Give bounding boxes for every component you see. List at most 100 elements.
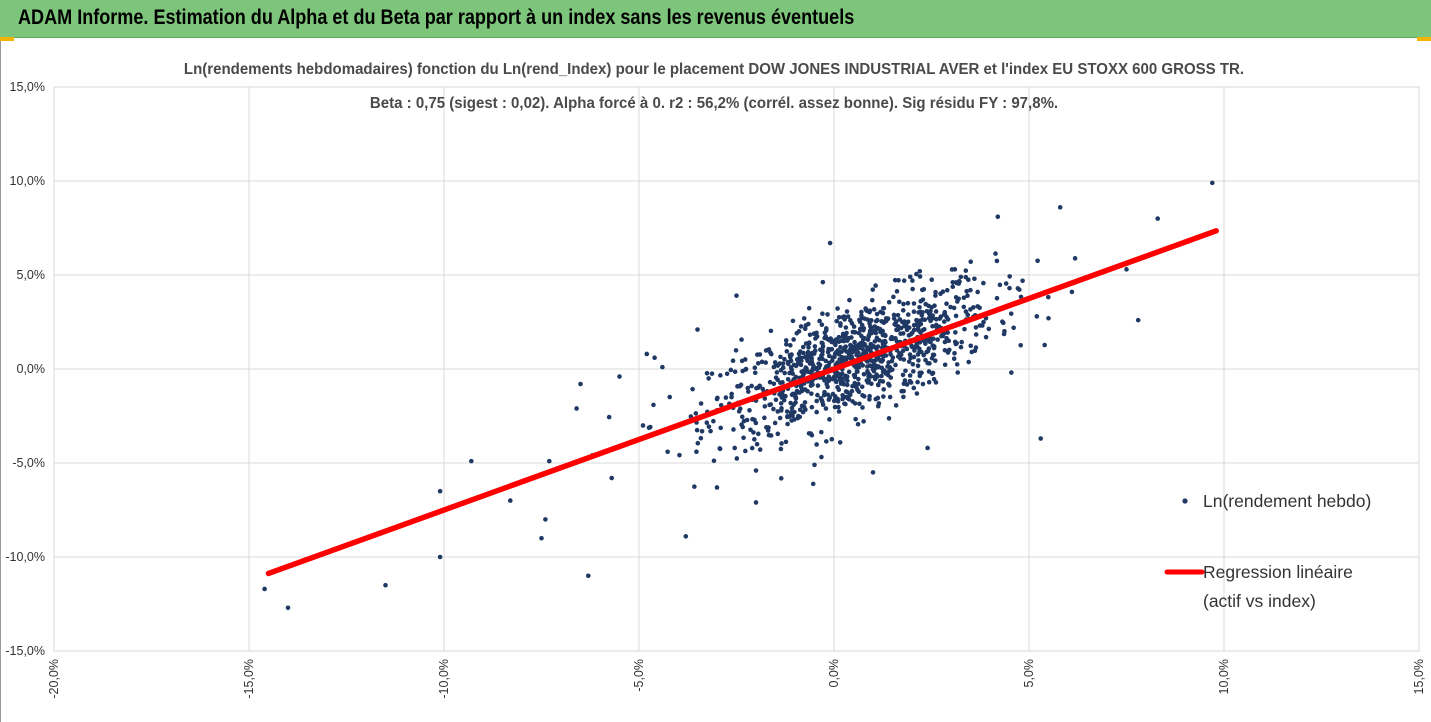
data-point: [791, 402, 797, 408]
data-point: [683, 534, 689, 539]
data-point: [963, 274, 969, 280]
data-point: [955, 299, 960, 304]
data-point: [874, 363, 879, 369]
data-point: [926, 315, 932, 321]
data-point: [819, 429, 824, 435]
data-point: [784, 349, 790, 354]
data-point: [843, 389, 849, 394]
data-point: [835, 384, 840, 390]
data-point: [788, 343, 793, 348]
data-point: [942, 339, 948, 345]
data-point: [768, 328, 774, 334]
data-point: [789, 392, 795, 398]
data-point: [941, 319, 947, 324]
data-point: [870, 287, 876, 292]
data-point: [757, 352, 763, 357]
data-point: [986, 326, 992, 332]
report-title: ADAM Informe. Estimation du Alpha et du …: [18, 6, 855, 29]
data-point: [925, 445, 930, 451]
data-point: [973, 325, 979, 330]
data-point: [948, 304, 953, 310]
data-point: [830, 391, 836, 397]
data-point: [763, 348, 769, 353]
data-point: [778, 354, 783, 360]
data-point: [785, 421, 790, 427]
data-point: [882, 332, 888, 338]
data-point: [762, 396, 768, 401]
data-point: [771, 364, 777, 370]
data-point: [904, 382, 910, 387]
data-point: [925, 348, 931, 354]
data-point: [854, 369, 860, 374]
data-point: [844, 394, 850, 400]
data-point: [865, 345, 870, 350]
chart-title: Ln(rendements hebdomadaires) fonction du…: [184, 61, 1244, 79]
data-point: [762, 415, 767, 421]
data-point: [924, 308, 930, 314]
data-point: [844, 382, 850, 388]
data-point: [969, 349, 975, 355]
data-point: [819, 322, 825, 328]
data-point: [718, 402, 724, 408]
plot-border: [53, 86, 1420, 652]
data-point: [926, 303, 932, 309]
data-point: [652, 355, 657, 361]
data-point: [793, 374, 799, 380]
data-point: [865, 364, 870, 369]
data-point: [1020, 278, 1025, 284]
data-point: [872, 339, 878, 344]
data-point: [876, 382, 881, 387]
data-point: [757, 383, 762, 389]
data-point: [915, 363, 921, 369]
data-point: [755, 360, 761, 366]
data-point: [778, 446, 784, 452]
data-point: [751, 430, 756, 435]
data-point: [743, 448, 748, 454]
legend: Ln(rendement hebdo) Regression linéaire …: [1164, 491, 1371, 611]
data-point: [855, 421, 861, 427]
data-point: [907, 352, 913, 357]
data-point: [783, 338, 789, 343]
data-point: [1057, 205, 1063, 210]
data-point: [915, 322, 920, 328]
data-point: [911, 309, 917, 314]
data-point: [855, 365, 861, 370]
data-point: [845, 338, 850, 343]
data-point: [859, 384, 865, 390]
data-point: [917, 346, 922, 351]
data-point: [733, 348, 739, 353]
data-point: [926, 379, 932, 385]
data-point: [777, 361, 783, 366]
data-point: [966, 359, 972, 365]
corner-marker-left: [0, 37, 14, 41]
data-point: [859, 322, 865, 328]
data-point: [916, 358, 921, 363]
data-point: [823, 376, 828, 382]
data-point: [796, 351, 802, 357]
data-point: [930, 370, 936, 376]
data-point: [753, 420, 759, 426]
data-point: [921, 287, 927, 292]
data-point: [915, 379, 920, 385]
data-point: [813, 366, 819, 372]
data-point: [815, 392, 820, 398]
data-point: [437, 554, 443, 560]
data-point: [857, 401, 862, 407]
data-point: [778, 476, 784, 481]
data-point: [1038, 436, 1043, 441]
data-point: [690, 386, 695, 392]
data-point: [920, 327, 926, 333]
data-point: [961, 304, 967, 310]
data-point: [930, 352, 936, 358]
y-tick-label: 15,0%: [10, 80, 45, 94]
data-point: [863, 307, 869, 313]
data-point: [617, 374, 622, 379]
data-point: [794, 330, 800, 336]
data-point: [775, 431, 781, 437]
data-point: [983, 334, 989, 340]
data-point: [790, 371, 796, 376]
data-point: [883, 353, 889, 358]
data-point: [759, 359, 765, 365]
data-point: [787, 352, 793, 358]
data-point: [786, 361, 791, 367]
